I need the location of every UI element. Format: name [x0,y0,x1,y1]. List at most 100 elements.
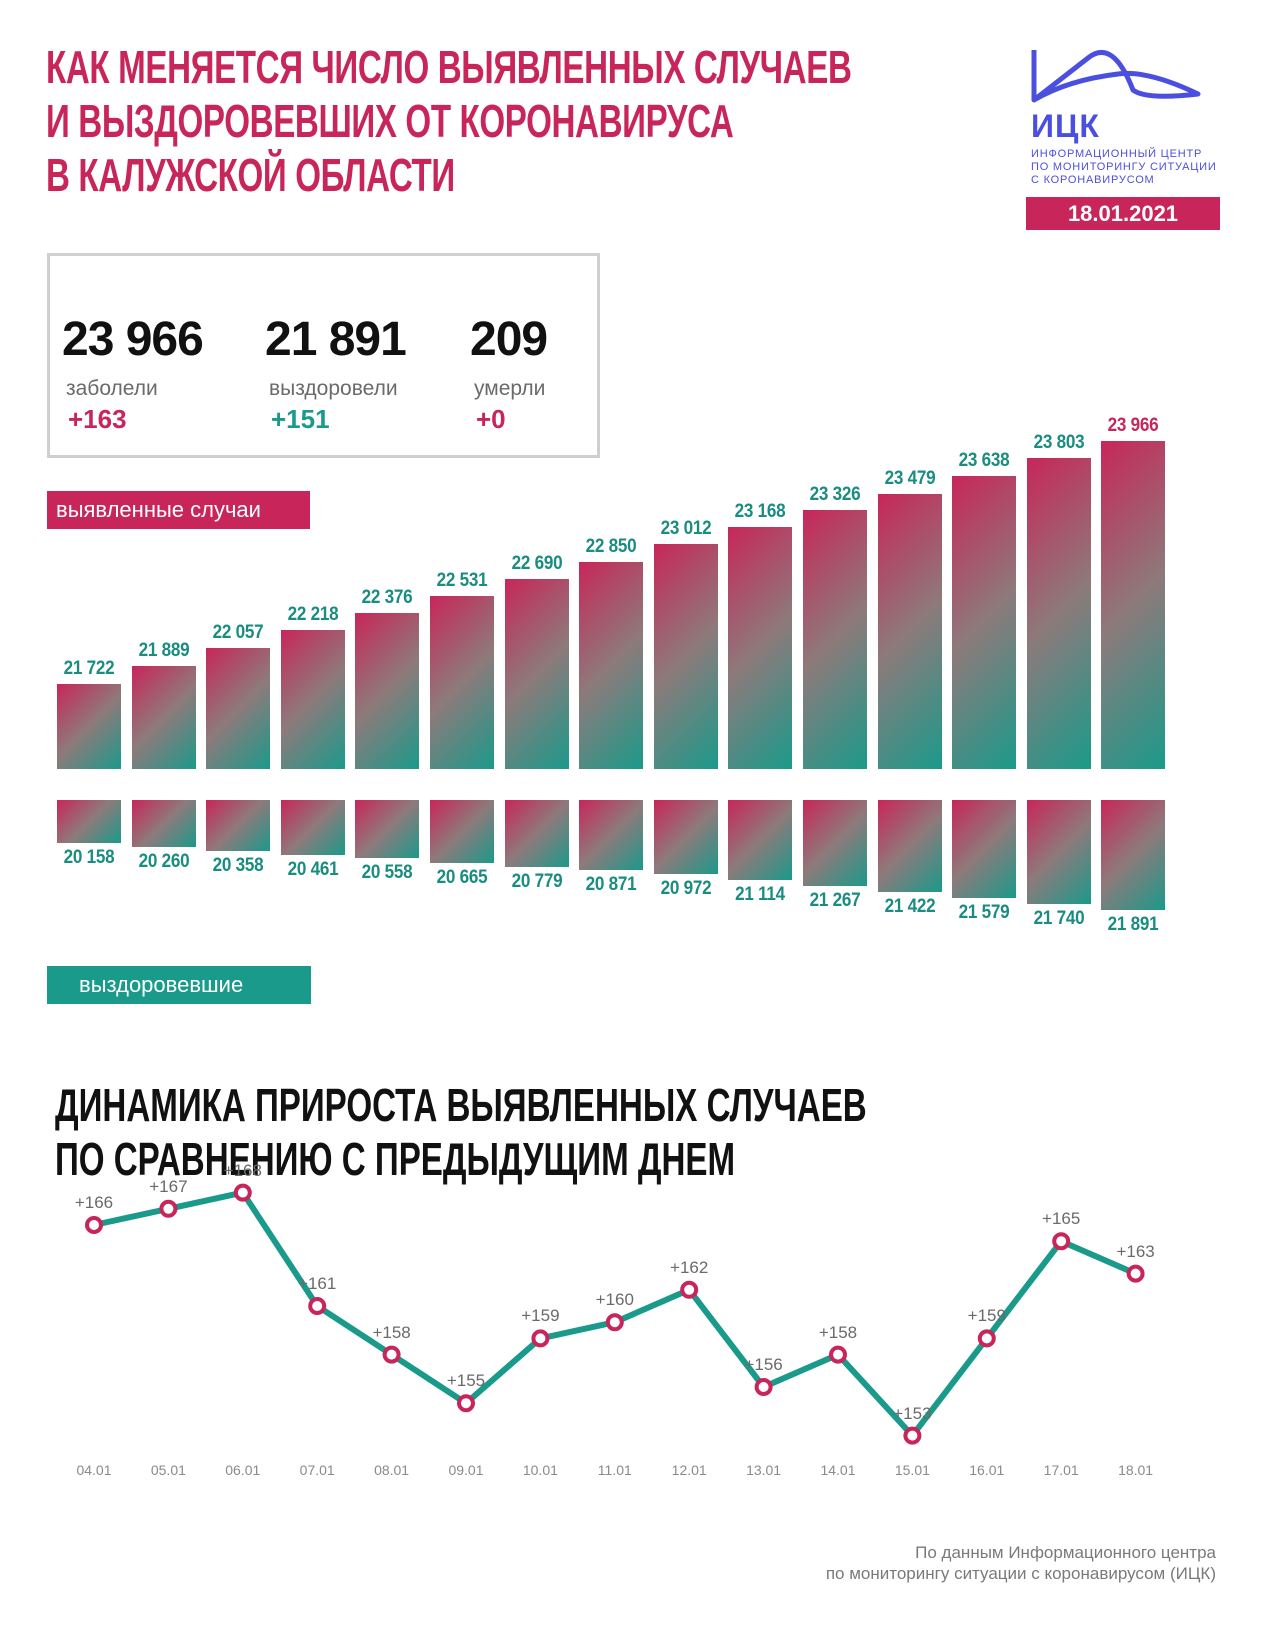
recovered-bar-value: 20 972 [660,878,712,900]
cases-bar-value: 23 966 [1108,414,1159,436]
stat-label: заболели [66,377,158,400]
recovered-bar-value: 20 260 [138,850,189,872]
x-axis-label: 13.01 [746,1462,782,1478]
recovered-bar [504,800,569,867]
data-point-marker [457,1394,475,1413]
recovered-bar [131,800,196,847]
cases-bar-value: 22 057 [212,621,264,643]
data-point-marker [308,1297,327,1315]
recovered-bar [355,800,420,859]
cases-bar [131,666,196,769]
data-point-marker [754,1378,773,1396]
data-point-marker [382,1345,401,1364]
point-value-label: +163 [1116,1241,1155,1261]
point-value-label: +159 [521,1306,560,1326]
cases-bar-value: 21 722 [63,658,115,680]
recovered-bar [877,800,942,892]
mountain-wave-icon [1031,50,1201,103]
point-value-label: +166 [74,1193,114,1212]
recovered-bar [430,800,494,863]
recovered-bar [280,800,345,855]
point-value-label: +167 [149,1176,188,1196]
cases-bar [728,527,793,769]
cases-bar [877,493,942,769]
cases-bar-value: 22 531 [436,570,488,592]
recovered-bar-value: 20 461 [287,858,339,880]
recovered-bar-value: 20 158 [63,847,115,869]
cases-bar [206,647,271,769]
x-axis-label: 08.01 [374,1462,410,1478]
recovered-bar-value: 21 267 [809,889,861,911]
cases-bar-value: 23 803 [1033,432,1085,454]
recovered-bar-value: 21 422 [884,895,935,917]
data-point-marker [85,1216,103,1234]
x-axis-label: 04.01 [76,1462,112,1478]
stat-value: 23 966 [62,313,204,366]
point-value-label: +161 [298,1274,337,1293]
cases-bar [1026,458,1091,769]
recovered-bar-value: 20 779 [511,870,562,892]
recovered-bar-value: 20 871 [585,874,637,896]
x-axis-label: 18.01 [1118,1462,1154,1478]
recovered-bar-value: 20 558 [362,862,413,884]
point-value-label: +159 [967,1306,1006,1326]
x-axis-label: 15.01 [894,1462,930,1478]
data-point-marker [680,1280,699,1299]
recovered-bar [803,800,867,886]
data-point-marker [1126,1264,1145,1283]
cases-bar [355,613,420,769]
stat-label: умерли [474,377,546,400]
point-value-label: +158 [818,1322,858,1342]
data-point-marker [1052,1232,1071,1251]
recovered-bar-value: 21 740 [1033,907,1085,929]
x-axis-label: 05.01 [150,1462,186,1478]
legend-cases: выявленные случаи [47,491,310,529]
x-axis-label: 06.01 [225,1462,261,1478]
x-axis-label: 12.01 [671,1462,707,1478]
x-axis-label: 16.01 [969,1462,1005,1478]
page-title: КАК МЕНЯЕТСЯ ЧИСЛО ВЫЯВЛЕННЫХ СЛУЧАЕВ И … [46,41,852,201]
cases-bar-value: 22 690 [511,553,562,575]
point-value-label: +156 [744,1355,783,1374]
cases-bar-value: 23 168 [735,501,786,523]
cases-bar-value: 23 012 [660,518,712,540]
x-axis-label: 09.01 [448,1462,484,1478]
data-point-marker [159,1199,178,1218]
stat-value: 209 [470,313,548,366]
data-point-marker [233,1183,252,1202]
x-axis-label: 14.01 [820,1462,856,1478]
data-point-marker [903,1426,922,1445]
cases-bar-value: 23 479 [884,467,935,489]
recovered-bar [1026,800,1091,904]
data-point-marker [977,1329,996,1348]
stat-delta: +0 [476,404,506,434]
recovered-bar-value: 21 579 [958,901,1010,923]
point-value-label: +153 [893,1403,932,1423]
recovered-bar-value: 21 891 [1108,913,1159,935]
legend-recovered: выздоровевшие [47,966,311,1004]
point-value-label: +158 [372,1322,411,1342]
recovered-bar [653,800,718,875]
cases-bar [504,579,569,769]
cases-bar [1101,440,1166,769]
cases-bar-value: 21 889 [138,640,189,662]
x-axis-label: 11.01 [597,1462,632,1478]
point-value-label: +165 [1042,1209,1081,1229]
recovered-bar [1101,800,1166,910]
data-point-marker [531,1329,550,1348]
stat-label: выздоровели [269,377,398,400]
recovered-bar [952,800,1017,898]
cases-bar-value: 22 218 [287,604,339,626]
x-axis-label: 07.01 [299,1462,335,1478]
cases-bar [57,684,121,769]
cases-bar [430,596,494,769]
recovered-bar [728,800,793,880]
date-badge: 18.01.2021 [1026,197,1220,230]
cases-bar [579,561,644,769]
x-axis-label: 17.01 [1043,1462,1079,1478]
point-value-label: +160 [595,1290,634,1310]
data-point-marker [829,1345,847,1364]
cases-bar [803,510,867,769]
cases-bar-value: 22 850 [585,535,637,557]
cases-bar-value: 23 326 [809,484,861,506]
